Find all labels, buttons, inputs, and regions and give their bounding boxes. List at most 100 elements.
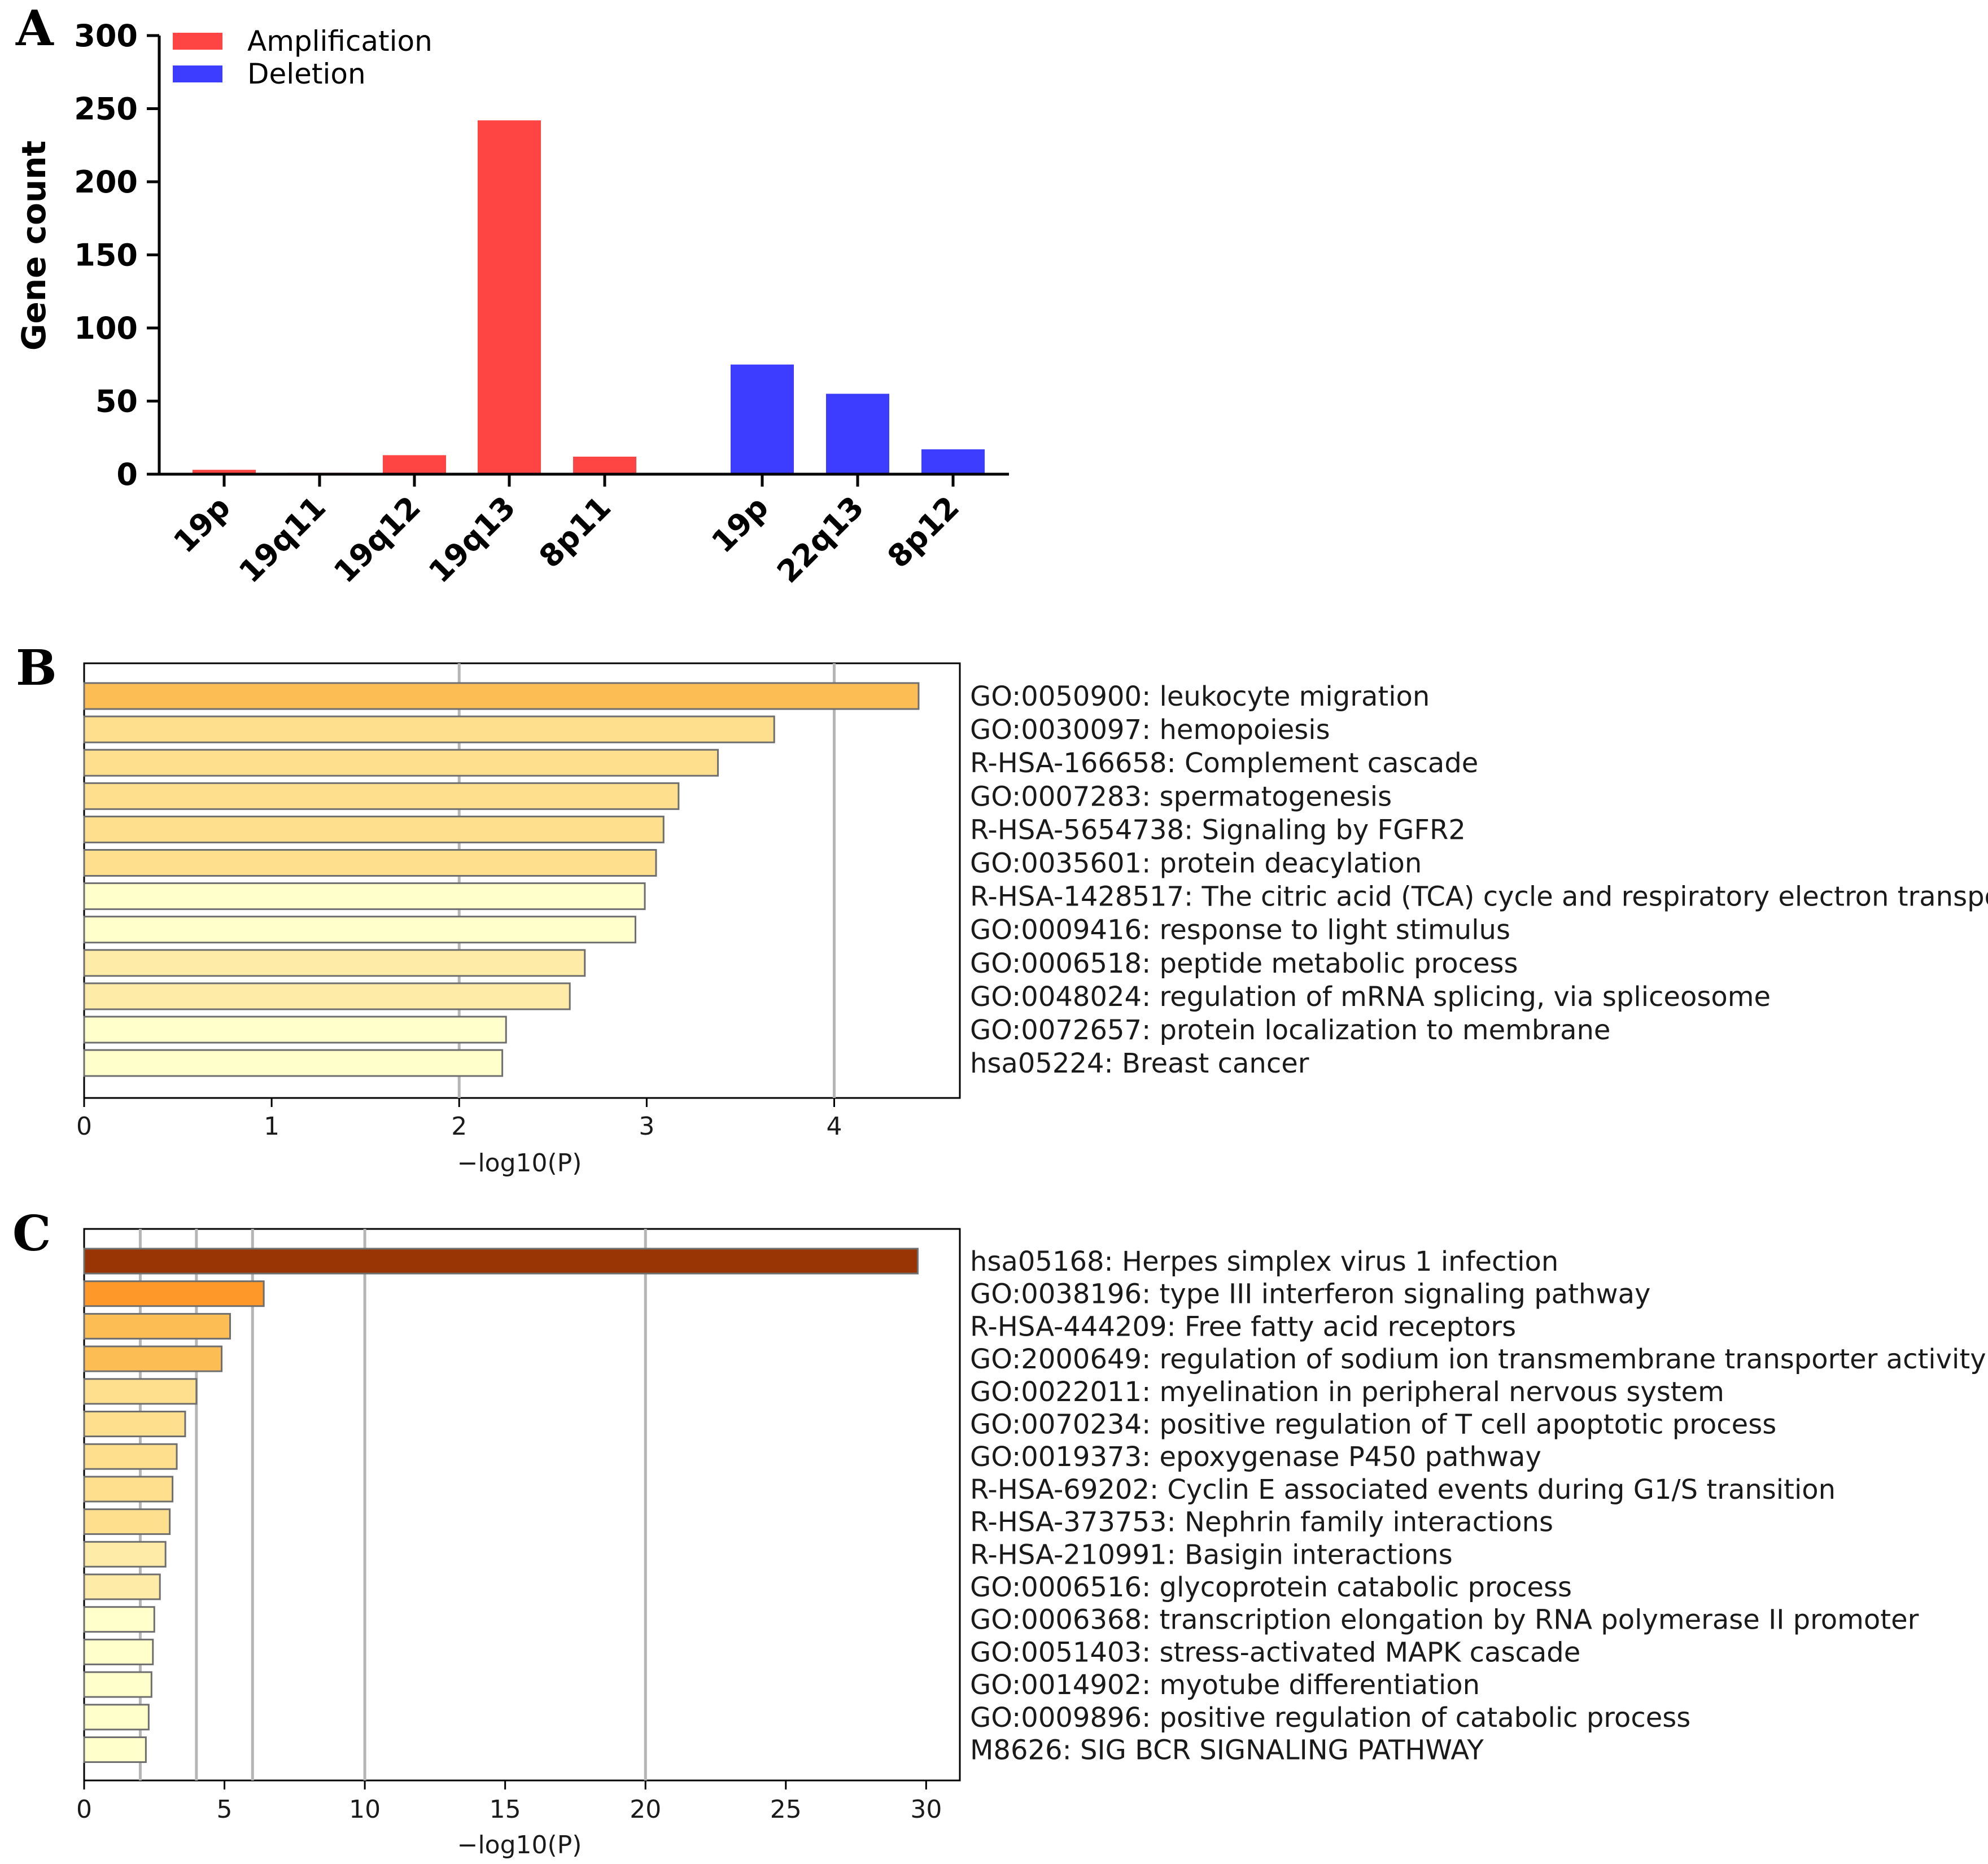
panel-b-term-label: GO:0006518: peptide metabolic process [970,948,1518,979]
panel-b-term-label: GO:0048024: regulation of mRNA splicing,… [970,981,1771,1013]
panel-c-term-label: GO:0014902: myotube differentiation [970,1669,1480,1701]
panel-b-bar-hsa05224-breast-cancer [83,1049,504,1077]
panel-a-ytick-label: 50 [95,384,138,419]
panel-c-term-label: R-HSA-69202: Cyclin E associated events … [970,1474,1836,1506]
panel-a-xtick-label: 19p [705,489,775,560]
panel-c-term-label: GO:0006516: glycoprotein catabolic proce… [970,1572,1572,1603]
panel-c-xtick-label: 20 [630,1795,661,1824]
panel-a-ytick-label: 0 [116,457,138,492]
panel-c-term-label: GO:2000649: regulation of sodium ion tra… [970,1344,1986,1375]
panel-c-bar-go-0014902 [83,1671,152,1698]
panel-c-xtick-label: 25 [770,1795,802,1824]
panel-a-xtick-label: 8p11 [532,489,618,575]
panel-c-term-label: R-HSA-444209: Free fatty acid receptors [970,1311,1516,1342]
bar-amplification-19p [193,470,256,474]
panel-a-xtick-label: 22q13 [770,489,871,590]
panel-a-xtick-label: 8p12 [881,489,967,575]
bar-amplification-19q13 [478,120,541,475]
panel-c-xtick-label: 5 [217,1795,233,1824]
panel-b-bar-r-hsa-5654738-signaling-by-fgfr2 [83,815,665,843]
panel-c-bar-go-0006368 [83,1606,155,1633]
panel-a-xtick-label: 19q12 [327,489,427,590]
panel-b-bar-go-0048024 [83,982,571,1010]
panel-c-bar-hsa05168-herpes-simplex-virus-1-infection [83,1248,919,1275]
panel-c-bar-go-2000649 [83,1345,223,1372]
panel-c-term-label: GO:0006368: transcription elongation by … [970,1604,1919,1636]
panel-c-term-label: GO:0019373: epoxygenase P450 pathway [970,1441,1541,1473]
panel-c-xtick-label: 10 [349,1795,381,1824]
panel-b-xtick-label: 2 [451,1112,467,1141]
panel-c-term-label: GO:0070234: positive regulation of T cel… [970,1409,1776,1441]
panel-b-term-label: GO:0007283: spermatogenesis [970,781,1392,812]
bar-deletion-8p12 [921,449,985,474]
panel-b-bar-r-hsa-1428517-the-citric-acid-tca-cycle-and-respiratory-electron-transport [83,882,646,911]
panel-b-xtick-label: 0 [76,1112,92,1141]
panel-c-bar-r-hsa-69202-cyclin-e-associated-events-during-g1-s-transition [83,1476,174,1503]
panel-b-term-label: GO:0050900: leukocyte migration [970,681,1430,712]
panel-b-term-label: GO:0030097: hemopoiesis [970,714,1330,746]
bar-deletion-19p [731,364,794,474]
panel-c-term-label: GO:0038196: type III interferon signalin… [970,1279,1650,1310]
panel-c-term-label: hsa05168: Herpes simplex virus 1 infecti… [970,1246,1558,1277]
panel-c-bar-r-hsa-373753-nephrin-family-interactions [83,1508,171,1535]
panel-a-ytick-label: 250 [74,91,138,127]
panel-c-xtick-label: 30 [910,1795,942,1824]
panel-b-term-label: R-HSA-166658: Complement cascade [970,747,1478,779]
panel-a-xtick-label: 19q13 [422,489,522,590]
panel-c-plot-frame [83,1228,961,1782]
panel-b-bar-go-0030097 [83,715,775,743]
legend-swatch-amplification [173,33,222,50]
panel-c-bar-go-0038196 [83,1280,265,1307]
panel-c-bar-go-0070234 [83,1411,186,1437]
legend-label-amplification: Amplification [247,25,432,58]
panel-c-bar-m8626-sig-bcr-signaling-pathway [83,1736,147,1763]
panel-c-term-label: GO:0051403: stress-activated MAPK cascad… [970,1637,1580,1668]
panel-b-bar-go-0007283 [83,782,680,810]
legend-swatch-deletion [173,65,222,82]
panel-b-term-label: R-HSA-5654738: Signaling by FGFR2 [970,814,1466,846]
panel-a-xtick-label: 19p [167,489,237,560]
panel-a-ytick-label: 300 [74,18,138,54]
panel-b-bar-go-0072657 [83,1016,507,1044]
panel-a-letter: A [15,0,54,57]
panel-b-bar-go-0006518 [83,949,586,977]
panel-c-term-label: R-HSA-210991: Basigin interactions [970,1539,1453,1570]
panel-b-bar-go-0035601 [83,849,657,877]
panel-a-ytick-label: 200 [74,164,138,200]
panel-c-letter: C [12,1205,51,1262]
panel-c: C hsa05168: Herpes simplex virus 1 infec… [12,1205,1986,1859]
panel-c-bar-go-0006516 [83,1573,161,1600]
panel-c-bar-r-hsa-444209-free-fatty-acid-receptors [83,1312,231,1340]
panel-c-term-label: M8626: SIG BCR SIGNALING PATHWAY [970,1735,1484,1766]
panel-c-xtick-label: 15 [490,1795,521,1824]
panel-c-term-label: R-HSA-373753: Nephrin family interaction… [970,1507,1553,1538]
bar-deletion-22q13 [826,393,889,474]
panel-b-term-label: GO:0035601: protein deacylation [970,848,1422,880]
panel-c-xlabel: −log10(P) [457,1831,582,1859]
panel-a: A Gene count 05010015020025030019p19q111… [15,0,1009,590]
panel-b-bar-go-0009416 [83,916,636,944]
panel-c-term-label: GO:0009896: positive regulation of catab… [970,1702,1690,1734]
bar-amplification-19q12 [383,455,446,474]
panel-c-term-label: GO:0022011: myelination in peripheral ne… [970,1376,1724,1408]
panel-b-term-label: GO:0009416: response to light stimulus [970,915,1510,946]
panel-b-bar-go-0050900 [83,682,920,710]
panel-a-ylabel: Gene count [15,141,53,351]
panel-c-bar-go-0051403 [83,1638,154,1665]
panel-c-bar-go-0019373 [83,1443,178,1470]
panel-b-letter: B [16,640,57,697]
panel-c-bar-r-hsa-210991-basigin-interactions [83,1541,167,1568]
bar-amplification-8p11 [573,456,636,474]
panel-b-term-label: hsa05224: Breast cancer [970,1048,1309,1079]
panel-a-xtick-label: 19q11 [232,489,333,590]
panel-a-legend: Amplification Deletion [173,25,432,90]
panel-b-bar-r-hsa-166658-complement-cascade [83,749,719,777]
panel-b-term-label: GO:0072657: protein localization to memb… [970,1014,1610,1046]
panel-b-xtick-label: 1 [264,1112,279,1141]
legend-label-deletion: Deletion [247,58,366,90]
panel-b: B GO:0050900: leukocyte migrationGO:0030… [16,640,1988,1178]
panel-b-xtick-label: 3 [639,1112,654,1141]
panel-a-ytick-label: 150 [74,238,138,273]
panel-c-bar-go-0022011 [83,1378,198,1405]
